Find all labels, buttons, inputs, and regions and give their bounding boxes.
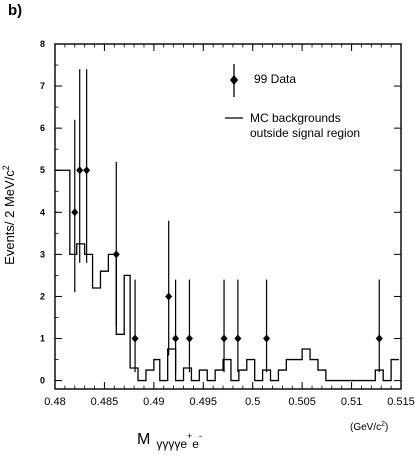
data-point (131, 334, 139, 343)
y-tick-label: 3 (40, 249, 45, 259)
plot-frame (54, 43, 402, 390)
data-point (375, 334, 383, 343)
y-tick-label: 1 (40, 334, 45, 344)
y-tick-label: 7 (40, 81, 45, 91)
data-point (185, 334, 193, 343)
x-axis-unit: (GeV/c2) (350, 421, 388, 433)
x-tick-label: 0.48 (44, 396, 65, 408)
y-tick-label: 0 (40, 376, 45, 386)
y-tick-labels: 0 1 2 3 4 5 6 7 8 (40, 39, 45, 386)
data-point (83, 166, 91, 175)
data-point (172, 334, 180, 343)
mc-background-histogram (55, 169, 400, 382)
legend-entry-mc: MC backgrounds outside signal region (225, 111, 360, 140)
x-tick-label: 0.49 (143, 396, 164, 408)
legend-mc-label: MC backgrounds (250, 111, 341, 125)
mc-histogram-line (55, 169, 400, 382)
plot-area (54, 43, 402, 390)
y-axis-title: Events/ 2 MeV/c2 (1, 165, 17, 265)
legend-mc-label-line2: outside signal region (250, 126, 360, 140)
x-tick-labels: 0.48 0.485 0.49 0.495 0.5 0.505 0.51 0.515 (44, 396, 414, 408)
data-point (76, 166, 84, 175)
x-tick-label: 0.485 (91, 396, 119, 408)
x-tick-label: 0.5 (245, 396, 260, 408)
data-point (263, 334, 271, 343)
axis-ticks (54, 43, 402, 389)
legend-data-label: 99 Data (254, 72, 296, 86)
x-tick-label: 0.505 (288, 396, 316, 408)
data-point (112, 250, 120, 259)
x-tick-label: 0.515 (387, 396, 415, 408)
data-point (234, 334, 242, 343)
x-tick-label: 0.51 (341, 396, 362, 408)
y-tick-label: 6 (40, 123, 45, 133)
data-points (71, 69, 383, 373)
data-point (71, 208, 79, 217)
data-point (220, 334, 228, 343)
x-tick-label: 0.495 (190, 396, 218, 408)
y-tick-label: 4 (40, 207, 45, 217)
data-point (165, 292, 173, 301)
legend-data-marker (230, 75, 238, 85)
panel-label: b) (8, 2, 22, 19)
y-tick-label: 8 (40, 39, 45, 49)
legend-entry-data: 99 Data (230, 64, 296, 97)
legend: 99 Data MC backgrounds outside signal re… (225, 64, 360, 140)
y-tick-label: 5 (40, 165, 45, 175)
y-tick-label: 2 (40, 291, 45, 301)
